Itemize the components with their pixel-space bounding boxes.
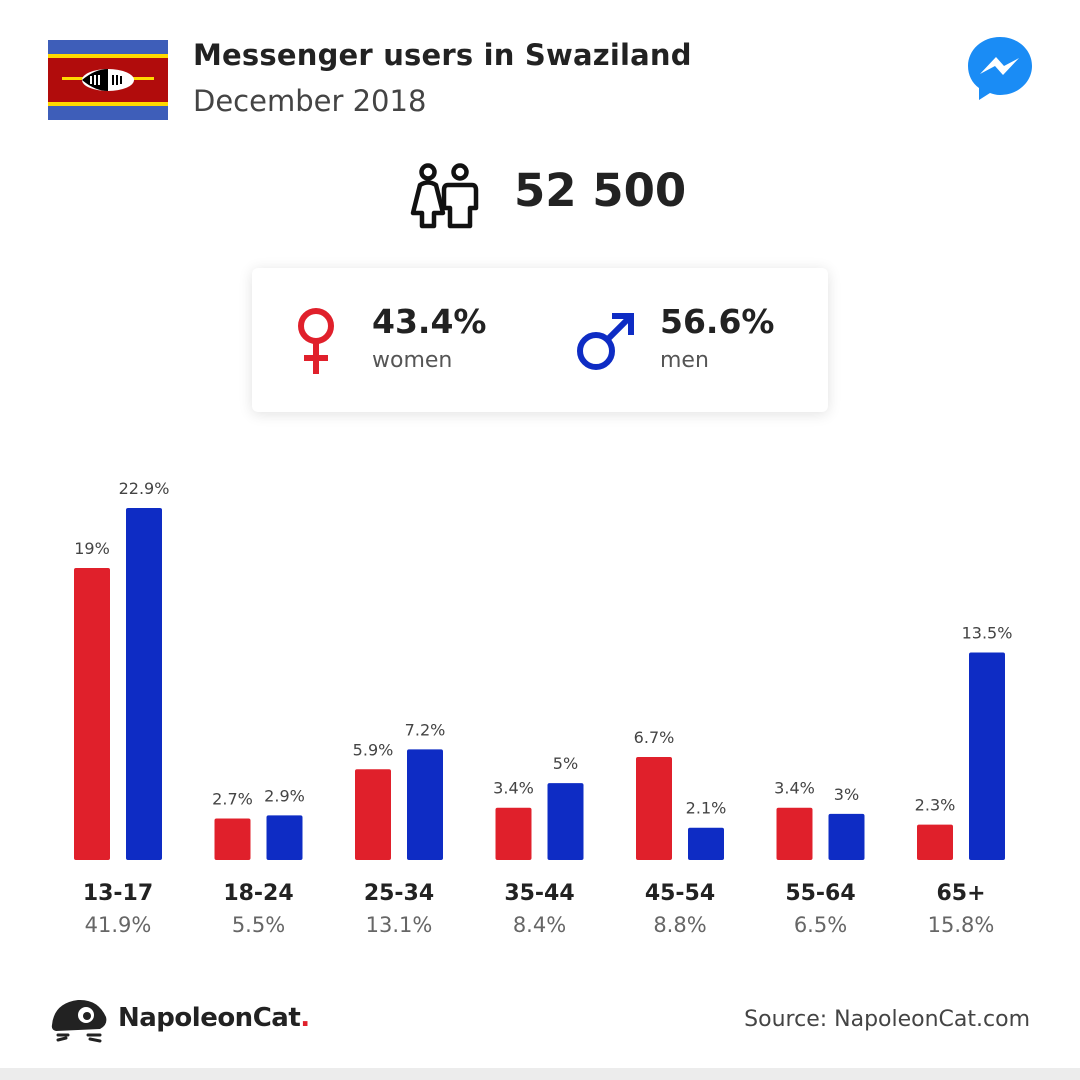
category-total-45-54: 8.8%	[653, 913, 706, 937]
data-label-men-25-34: 7.2%	[405, 720, 446, 739]
bar-men-35-44	[547, 783, 584, 860]
category-label-13-17: 13-17	[83, 881, 153, 906]
bar-women-18-24	[214, 818, 251, 860]
bar-women-65+	[917, 824, 953, 860]
women-percentage: 43.4%	[372, 302, 487, 341]
data-label-men-13-17: 22.9%	[119, 479, 170, 498]
data-label-women-35-44: 3.4%	[493, 779, 534, 798]
bar-women-13-17	[74, 567, 110, 860]
data-label-women-65+: 2.3%	[915, 796, 956, 815]
people-icon	[410, 163, 479, 229]
bar-women-35-44	[495, 807, 532, 860]
chart-subtitle: December 2018	[193, 84, 427, 118]
napoleoncat-logo-icon	[51, 999, 107, 1043]
data-label-women-55-64: 3.4%	[774, 779, 815, 798]
data-label-women-45-54: 6.7%	[634, 728, 675, 747]
category-label-65+: 65+	[936, 881, 985, 906]
bar-men-45-54	[688, 827, 724, 860]
bar-men-13-17	[126, 508, 162, 860]
age-gender-bar-chart: 19% 22.9% 13-17 41.9% 2.7% 2.9% 18-24 5.5% 5.9% 7…	[74, 479, 1013, 937]
category-total-25-34: 13.1%	[366, 913, 433, 937]
male-symbol-icon	[577, 313, 634, 370]
data-label-men-65+: 13.5%	[962, 623, 1013, 642]
data-label-women-25-34: 5.9%	[353, 740, 394, 759]
data-label-women-18-24: 2.7%	[212, 789, 253, 808]
brand-name: NapoleonCat.	[118, 1003, 310, 1033]
category-total-35-44: 8.4%	[513, 913, 566, 937]
data-label-women-13-17: 19%	[74, 539, 110, 558]
category-label-35-44: 35-44	[504, 881, 574, 906]
category-label-45-54: 45-54	[645, 881, 715, 906]
source-credit: Source: NapoleonCat.com	[744, 1007, 1030, 1032]
bar-women-55-64	[776, 807, 813, 860]
category-label-55-64: 55-64	[785, 881, 855, 906]
data-label-men-18-24: 2.9%	[264, 786, 305, 805]
chart-title: Messenger users in Swaziland	[193, 38, 692, 72]
bottom-strip	[0, 1068, 1080, 1080]
bar-women-25-34	[355, 769, 391, 860]
bar-women-45-54	[636, 757, 672, 860]
category-label-18-24: 18-24	[223, 881, 293, 906]
category-total-55-64: 6.5%	[794, 913, 847, 937]
women-label: women	[372, 348, 453, 373]
swaziland-flag-icon	[48, 40, 168, 120]
category-total-18-24: 5.5%	[232, 913, 285, 937]
data-label-men-55-64: 3%	[834, 785, 859, 804]
men-percentage: 56.6%	[660, 302, 775, 341]
bar-men-25-34	[407, 749, 443, 860]
bar-men-55-64	[828, 813, 865, 860]
bar-men-18-24	[266, 815, 303, 860]
category-label-25-34: 25-34	[364, 881, 434, 906]
bar-men-65+	[969, 652, 1005, 860]
female-symbol-icon	[298, 308, 334, 374]
category-total-65+: 15.8%	[928, 913, 995, 937]
data-label-men-35-44: 5%	[553, 754, 578, 773]
category-total-13-17: 41.9%	[85, 913, 152, 937]
gender-split-card: 43.4% women 56.6% men	[252, 268, 828, 412]
total-users-value: 52 500	[514, 164, 687, 217]
messenger-icon	[968, 37, 1032, 100]
data-label-men-45-54: 2.1%	[686, 799, 727, 818]
men-label: men	[660, 348, 709, 373]
